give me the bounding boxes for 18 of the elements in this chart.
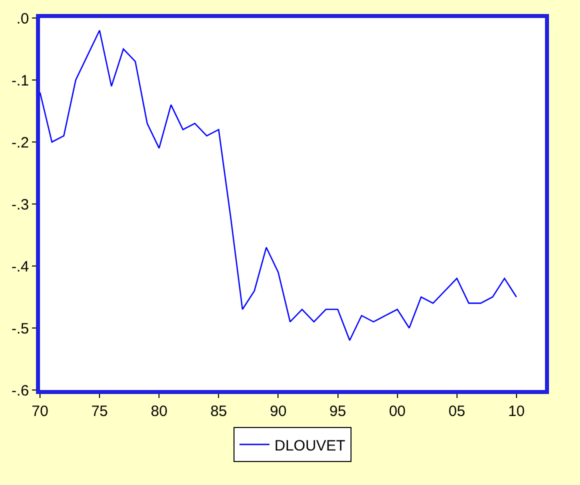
- legend-label: DLOUVET: [274, 437, 346, 454]
- x-tick-label: 80: [150, 403, 168, 420]
- y-tick-label: -.1: [11, 72, 29, 90]
- y-tick-label: -.5: [11, 320, 29, 338]
- x-tick-label: 00: [388, 403, 406, 420]
- x-tick-label: 70: [32, 403, 48, 420]
- y-tick-label: -.3: [11, 196, 29, 214]
- x-tick-label: 90: [270, 403, 287, 420]
- y-tick-label: .0: [16, 10, 29, 28]
- x-tick-label: 75: [91, 403, 108, 420]
- line-series: [40, 30, 518, 342]
- x-tick-label: 05: [448, 403, 466, 420]
- x-tick-label: 85: [210, 403, 228, 420]
- y-tick-label: -.4: [11, 258, 29, 276]
- y-tick-label: -.6: [11, 382, 29, 400]
- x-tick-label: 95: [329, 403, 346, 420]
- x-tick-label: 10: [508, 403, 525, 420]
- y-tick-label: -.2: [11, 134, 29, 152]
